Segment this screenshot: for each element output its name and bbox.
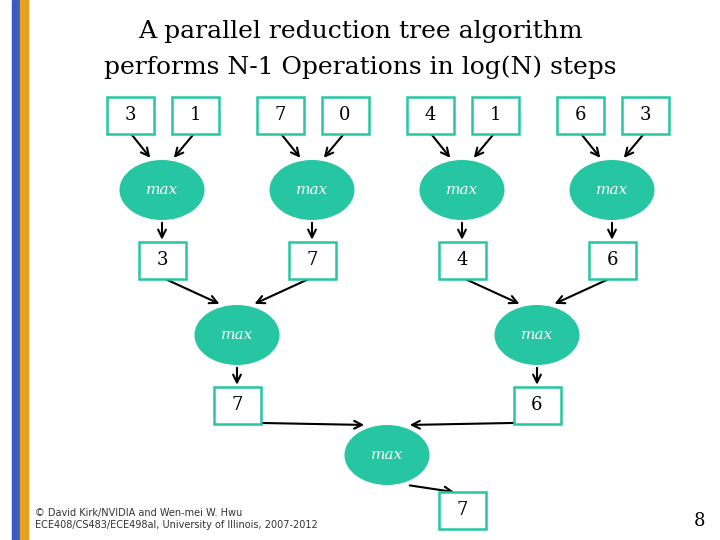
Ellipse shape (420, 160, 505, 220)
Text: 8: 8 (693, 512, 705, 530)
Text: 6: 6 (606, 251, 618, 269)
Ellipse shape (495, 305, 580, 365)
FancyBboxPatch shape (322, 97, 369, 133)
FancyBboxPatch shape (513, 387, 560, 423)
Text: 7: 7 (456, 501, 468, 519)
Text: max: max (371, 448, 403, 462)
Text: 3: 3 (639, 106, 651, 124)
Text: max: max (296, 183, 328, 197)
Text: max: max (446, 183, 478, 197)
Ellipse shape (194, 305, 279, 365)
FancyBboxPatch shape (256, 97, 304, 133)
Bar (20, 0, 28, 540)
Text: 7: 7 (306, 251, 318, 269)
Text: 6: 6 (575, 106, 586, 124)
Text: 7: 7 (274, 106, 286, 124)
Ellipse shape (269, 160, 354, 220)
Text: 0: 0 (339, 106, 351, 124)
FancyBboxPatch shape (138, 241, 186, 279)
Text: performs N-1 Operations in log(N) steps: performs N-1 Operations in log(N) steps (104, 55, 616, 78)
Text: 7: 7 (231, 396, 243, 414)
FancyBboxPatch shape (621, 97, 668, 133)
Text: max: max (221, 328, 253, 342)
Text: 4: 4 (424, 106, 436, 124)
Text: max: max (521, 328, 553, 342)
FancyBboxPatch shape (438, 491, 485, 529)
Text: © David Kirk/NVIDIA and Wen-mei W. Hwu
ECE408/CS483/ECE498al, University of Illi: © David Kirk/NVIDIA and Wen-mei W. Hwu E… (35, 508, 318, 530)
Ellipse shape (570, 160, 654, 220)
Text: 1: 1 (490, 106, 500, 124)
Text: 3: 3 (156, 251, 168, 269)
FancyBboxPatch shape (472, 97, 518, 133)
FancyBboxPatch shape (407, 97, 454, 133)
Text: 6: 6 (531, 396, 543, 414)
Text: 4: 4 (456, 251, 468, 269)
FancyBboxPatch shape (557, 97, 603, 133)
Text: max: max (596, 183, 628, 197)
Text: A parallel reduction tree algorithm: A parallel reduction tree algorithm (138, 20, 582, 43)
FancyBboxPatch shape (438, 241, 485, 279)
FancyBboxPatch shape (171, 97, 218, 133)
Ellipse shape (120, 160, 204, 220)
FancyBboxPatch shape (289, 241, 336, 279)
FancyBboxPatch shape (588, 241, 636, 279)
FancyBboxPatch shape (214, 387, 261, 423)
Text: 1: 1 (189, 106, 201, 124)
Bar (12, 0, 20, 540)
Text: 3: 3 (125, 106, 136, 124)
Text: max: max (146, 183, 178, 197)
Ellipse shape (344, 425, 430, 485)
FancyBboxPatch shape (107, 97, 153, 133)
